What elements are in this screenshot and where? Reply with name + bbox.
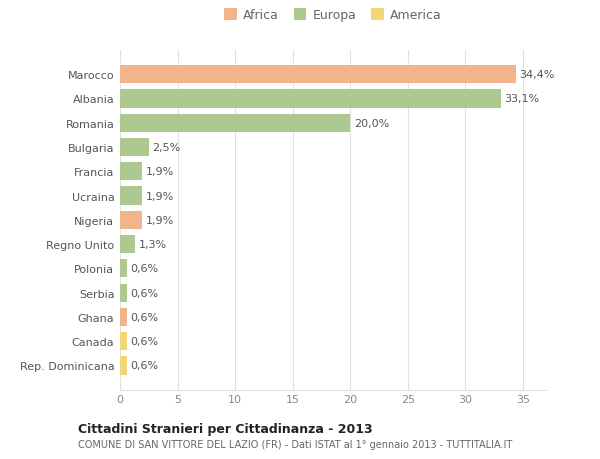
Bar (120, 308, 127, 326)
Text: 0,6%: 0,6% (130, 336, 158, 347)
Bar (120, 284, 127, 302)
Bar (120, 235, 135, 254)
Text: 1,9%: 1,9% (145, 191, 173, 201)
Text: COMUNE DI SAN VITTORE DEL LAZIO (FR) - Dati ISTAT al 1° gennaio 2013 - TUTTITALI: COMUNE DI SAN VITTORE DEL LAZIO (FR) - D… (78, 440, 512, 449)
Text: 1,9%: 1,9% (145, 215, 173, 225)
Bar (120, 90, 501, 108)
Bar (120, 114, 350, 133)
Bar (120, 139, 149, 157)
Text: 0,6%: 0,6% (130, 264, 158, 274)
Bar (120, 260, 127, 278)
Text: 1,9%: 1,9% (145, 167, 173, 177)
Text: 0,6%: 0,6% (130, 312, 158, 322)
Text: 33,1%: 33,1% (505, 94, 539, 104)
Bar (120, 163, 142, 181)
Bar (120, 332, 127, 351)
Text: 34,4%: 34,4% (520, 70, 555, 80)
Bar (120, 187, 142, 205)
Bar (120, 66, 516, 84)
Text: 2,5%: 2,5% (152, 143, 181, 153)
Legend: Africa, Europa, America: Africa, Europa, America (224, 9, 442, 22)
Text: 0,6%: 0,6% (130, 288, 158, 298)
Text: Cittadini Stranieri per Cittadinanza - 2013: Cittadini Stranieri per Cittadinanza - 2… (78, 422, 373, 436)
Bar (120, 211, 142, 230)
Text: 20,0%: 20,0% (354, 118, 389, 129)
Text: 1,3%: 1,3% (139, 240, 167, 250)
Bar (120, 357, 127, 375)
Text: 0,6%: 0,6% (130, 361, 158, 370)
